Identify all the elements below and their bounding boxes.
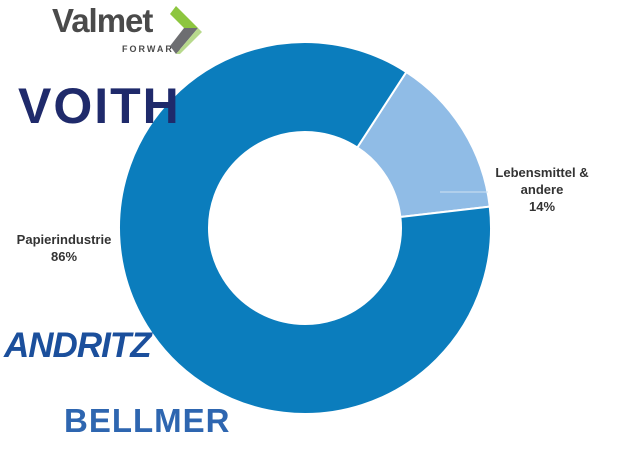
slice-label-lebensmittel: Lebensmittel & andere 14% xyxy=(472,164,612,215)
andritz-logo: ANDRITZ xyxy=(4,326,152,365)
slice-value-papierindustrie: 86% xyxy=(50,249,78,264)
valmet-logo-tagline: FORWARD xyxy=(122,44,183,54)
slice-name-papierindustrie: Papierindustrie xyxy=(16,232,112,247)
donut-slice-1 xyxy=(118,41,492,415)
slice-value-lebensmittel: 14% xyxy=(528,199,556,214)
bellmer-logo: BELLMER xyxy=(64,402,231,439)
voith-logo: VOITH xyxy=(18,78,181,134)
valmet-mark-icon xyxy=(170,6,202,54)
slice-name-lebensmittel: Lebensmittel & andere xyxy=(495,165,589,197)
valmet-logo: Valmet FORWARD xyxy=(52,2,212,62)
valmet-logo-word: Valmet xyxy=(52,2,153,39)
slice-label-papierindustrie: Papierindustrie 86% xyxy=(4,231,124,265)
